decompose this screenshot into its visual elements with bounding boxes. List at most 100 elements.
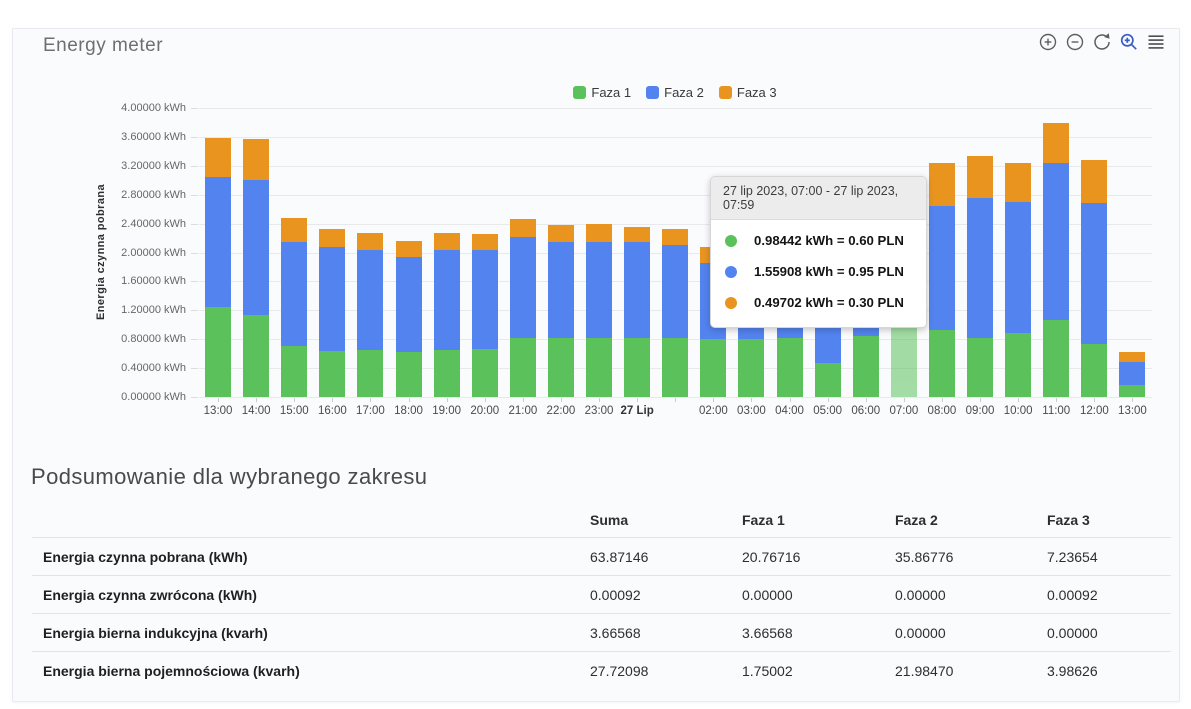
bar-13:00[interactable] <box>205 137 232 397</box>
bar-20:00[interactable] <box>471 233 498 397</box>
x-tick-label: 08:00 <box>927 405 957 417</box>
y-gridline <box>199 397 1152 398</box>
bar-segment-faza-2 <box>928 206 955 330</box>
bar-segment-faza-1 <box>471 349 498 397</box>
y-tick-label: 3.60000 kWh <box>121 130 186 143</box>
bar-segment-faza-1 <box>281 345 308 397</box>
bar-segment-faza-3 <box>433 232 460 251</box>
row-value: 0.00000 <box>895 586 946 603</box>
menu-icon[interactable] <box>1146 32 1166 52</box>
bar-14:00[interactable] <box>243 139 270 397</box>
tooltip-row: 0.98442 kWh = 0.60 PLN <box>711 225 926 256</box>
bar-17:00[interactable] <box>357 232 384 397</box>
reset-icon[interactable] <box>1092 32 1112 52</box>
y-tick-label: 2.40000 kWh <box>121 217 186 230</box>
bar-segment-faza-1 <box>586 338 613 397</box>
x-tick-label: 14:00 <box>241 405 271 417</box>
x-tick-label: 23:00 <box>584 405 614 417</box>
x-axis-tick <box>675 398 677 402</box>
bar-segment-faza-3 <box>928 162 955 207</box>
y-tick-label: 0.00000 kWh <box>121 391 186 403</box>
row-value: 27.72098 <box>590 662 649 679</box>
y-axis-tick <box>191 223 198 225</box>
y-tick-label: 1.60000 kWh <box>121 275 186 288</box>
bar-segment-faza-1 <box>1081 344 1108 397</box>
bar-23:00[interactable] <box>586 223 613 397</box>
bar-09:00[interactable] <box>967 155 994 397</box>
bar-08:00[interactable] <box>928 162 955 397</box>
summary-header-cell: Faza 1 <box>742 512 785 528</box>
zoom-selection-icon[interactable] <box>1119 32 1139 52</box>
x-tick-label: 06:00 <box>851 405 881 417</box>
bar-12:00[interactable] <box>1081 160 1108 397</box>
bar-segment-faza-1 <box>547 338 574 397</box>
bar-segment-faza-3 <box>586 223 613 242</box>
bar-27 Lip[interactable] <box>624 227 651 397</box>
y-gridline <box>199 194 1152 196</box>
y-tick-label: 4.00000 kWh <box>121 102 186 114</box>
bar-18:00[interactable] <box>395 240 422 397</box>
y-gridline <box>199 223 1152 225</box>
bar-01:00[interactable] <box>662 229 689 397</box>
y-gridline <box>199 165 1152 167</box>
legend-label: Faza 3 <box>736 85 777 100</box>
zoom-out-icon[interactable] <box>1065 32 1085 52</box>
bar-segment-faza-2 <box>319 246 346 351</box>
bar-15:00[interactable] <box>281 217 308 397</box>
bar-segment-faza-1 <box>433 350 460 397</box>
bar-segment-faza-3 <box>1081 160 1108 203</box>
x-tick-label: 15:00 <box>279 405 309 417</box>
bar-segment-faza-2 <box>662 244 689 339</box>
bar-19:00[interactable] <box>433 232 460 397</box>
bar-segment-faza-1 <box>738 339 765 397</box>
bar-13:00[interactable] <box>1119 352 1146 397</box>
bar-21:00[interactable] <box>509 219 536 397</box>
tooltip-title: 27 lip 2023, 07:00 - 27 lip 2023, 07:59 <box>711 177 926 220</box>
chart-tooltip: 27 lip 2023, 07:00 - 27 lip 2023, 07:59 … <box>710 176 927 328</box>
legend-item-faza-2[interactable]: Faza 2 <box>646 85 704 100</box>
x-tick-label: 13:00 <box>203 405 233 417</box>
x-axis-tick <box>1132 398 1134 402</box>
y-axis-tick <box>191 165 198 167</box>
x-axis-tick <box>713 398 715 402</box>
legend-item-faza-3[interactable]: Faza 3 <box>718 85 777 100</box>
summary-header-cell: Suma <box>590 512 629 528</box>
row-value: 7.23654 <box>1047 548 1098 565</box>
x-axis-tick <box>789 398 791 402</box>
bar-11:00[interactable] <box>1043 123 1070 397</box>
x-axis-tick <box>446 398 448 402</box>
series-dot-icon <box>725 234 737 247</box>
x-tick-label: 11:00 <box>1042 405 1071 417</box>
x-axis-tick <box>218 398 220 402</box>
bar-segment-faza-2 <box>967 197 994 339</box>
bar-segment-faza-2 <box>243 179 270 315</box>
y-axis-tick <box>191 136 198 138</box>
summary-header-cell: Faza 3 <box>1047 512 1090 528</box>
zoom-in-icon[interactable] <box>1038 32 1058 52</box>
row-label: Energia czynna pobrana (kWh) <box>43 548 248 565</box>
row-value: 3.66568 <box>590 624 641 641</box>
bar-segment-faza-1 <box>357 350 384 397</box>
row-value: 21.98470 <box>895 662 954 679</box>
row-label: Energia bierna indukcyjna (kvarh) <box>43 624 268 641</box>
x-tick-label: 18:00 <box>394 405 423 417</box>
bar-22:00[interactable] <box>547 225 574 397</box>
bar-segment-faza-3 <box>395 240 422 257</box>
legend-item-faza-1[interactable]: Faza 1 <box>573 85 631 100</box>
bar-segment-faza-1 <box>205 307 232 397</box>
bar-segment-faza-1 <box>243 314 270 397</box>
x-tick-label: 07:00 <box>889 405 919 417</box>
tooltip-value: 0.49702 kWh = 0.30 PLN <box>754 295 904 310</box>
x-tick-label: 02:00 <box>698 405 728 417</box>
bar-16:00[interactable] <box>319 229 346 397</box>
bar-10:00[interactable] <box>1005 162 1032 397</box>
x-axis-tick <box>256 398 258 402</box>
bar-segment-faza-2 <box>586 241 613 339</box>
x-tick-label: 16:00 <box>317 405 347 417</box>
legend-swatch-icon <box>573 86 587 99</box>
y-axis-tick <box>191 339 198 341</box>
bar-segment-faza-1 <box>852 336 879 397</box>
x-axis-tick <box>751 398 753 402</box>
chart-legend: Faza 1 Faza 2 Faza 3 <box>199 84 1151 101</box>
x-axis-tick <box>1094 398 1096 402</box>
